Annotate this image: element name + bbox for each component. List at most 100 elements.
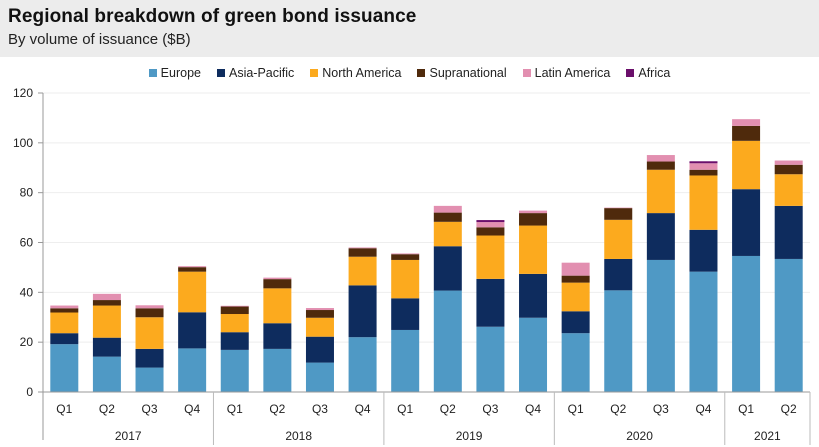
bar-segment-north-america <box>391 259 420 299</box>
x-tick-label: Q2 <box>610 402 626 416</box>
x-tick-label: Q4 <box>695 402 711 416</box>
bar-segment-supranational <box>604 208 633 220</box>
bar-segment-latin-america <box>263 277 292 280</box>
bar-segment-asia-pacific <box>433 246 462 291</box>
bar-segment-north-america <box>263 288 292 324</box>
bar-segment-asia-pacific <box>689 229 718 272</box>
bar-segment-latin-america <box>391 253 420 255</box>
bar-segment-supranational <box>50 308 79 313</box>
bar-segment-north-america <box>433 221 462 247</box>
bar-segment-europe <box>604 290 633 392</box>
bar-segment-supranational <box>561 275 590 283</box>
x-tick-label: Q1 <box>227 402 243 416</box>
y-tick-label: 60 <box>20 236 34 250</box>
x-group-label: 2018 <box>285 429 312 443</box>
bar-segment-supranational <box>135 308 164 318</box>
bar-segment-europe <box>305 362 334 392</box>
bar-segment-europe <box>646 259 675 392</box>
bar-segment-asia-pacific <box>561 311 590 334</box>
x-group-label: 2017 <box>115 429 142 443</box>
bar-segment-north-america <box>604 219 633 259</box>
x-tick-label: Q3 <box>142 402 158 416</box>
bar-segment-supranational <box>433 212 462 222</box>
bar-segment-latin-america <box>348 247 377 249</box>
bar-segment-north-america <box>476 235 505 279</box>
bar-segment-africa <box>476 220 505 223</box>
bar-segment-latin-america <box>178 266 207 268</box>
bar-segment-europe <box>476 326 505 392</box>
bar-segment-europe <box>220 349 249 392</box>
bar-segment-asia-pacific <box>604 258 633 291</box>
legend-swatch <box>216 69 225 77</box>
bar-segment-europe <box>50 344 79 392</box>
legend-swatch <box>148 69 157 77</box>
legend-label: North America <box>322 66 402 80</box>
bar-segment-north-america <box>561 282 590 312</box>
bar-segment-asia-pacific <box>519 273 548 318</box>
bar-segment-latin-america <box>220 305 249 307</box>
x-tick-label: Q2 <box>440 402 456 416</box>
bar-segment-asia-pacific <box>263 323 292 349</box>
legend-label: Asia-Pacific <box>228 66 295 80</box>
bar-segment-north-america <box>774 174 803 206</box>
y-tick-label: 20 <box>20 335 34 349</box>
bar-segment-latin-america <box>92 293 121 301</box>
bar-segment-europe <box>689 271 718 392</box>
bar-segment-north-america <box>220 314 249 333</box>
bar-segment-north-america <box>92 305 121 338</box>
bar-segment-asia-pacific <box>348 285 377 338</box>
x-tick-label: Q2 <box>99 402 115 416</box>
legend-swatch <box>310 69 319 77</box>
bar-segment-supranational <box>92 300 121 306</box>
legend-item-europe: Europe <box>148 64 201 82</box>
bar-segment-supranational <box>263 279 292 289</box>
chart-legend: Europe Asia-Pacific North America Supranati… <box>0 64 819 82</box>
bar-segment-asia-pacific <box>92 337 121 357</box>
y-tick-label: 80 <box>20 186 34 200</box>
bar-segment-asia-pacific <box>391 298 420 330</box>
x-tick-label: Q2 <box>781 402 797 416</box>
x-tick-label: Q4 <box>355 402 371 416</box>
bar-segment-asia-pacific <box>178 312 207 349</box>
bar-segment-latin-america <box>774 160 803 165</box>
legend-swatch <box>626 69 635 77</box>
chart-title: Regional breakdown of green bond issuanc… <box>8 6 417 27</box>
bar-segment-latin-america <box>305 308 334 311</box>
bar-segment-latin-america <box>519 210 548 214</box>
bar-segment-north-america <box>519 225 548 274</box>
legend-label: Europe <box>160 66 201 80</box>
bar-segment-supranational <box>305 310 334 318</box>
bar-segment-north-america <box>348 256 377 286</box>
bar-segment-latin-america <box>646 155 675 162</box>
chart-header: Regional breakdown of green bond issuanc… <box>0 0 819 57</box>
x-tick-label: Q3 <box>312 402 328 416</box>
bar-segment-latin-america <box>50 305 79 309</box>
bar-segment-europe <box>135 367 164 392</box>
legend-item-north-america: North America <box>310 64 401 82</box>
bar-segment-supranational <box>646 161 675 170</box>
bar-segment-supranational <box>391 254 420 260</box>
x-tick-label: Q1 <box>738 402 754 416</box>
legend-label: Africa <box>638 66 671 80</box>
bar-segment-north-america <box>135 317 164 349</box>
bar-segment-supranational <box>348 248 377 257</box>
x-group-label: 2021 <box>754 429 781 443</box>
bar-segment-europe <box>391 329 420 392</box>
y-tick-label: 40 <box>20 285 34 299</box>
y-tick-label: 100 <box>13 136 33 150</box>
x-tick-label: Q1 <box>56 402 72 416</box>
bar-segment-north-america <box>178 271 207 313</box>
bar-segment-latin-america <box>689 163 718 170</box>
legend-item-africa: Africa <box>626 64 670 82</box>
bar-segment-africa <box>689 161 718 164</box>
bar-segment-supranational <box>476 227 505 236</box>
bar-segment-supranational <box>220 306 249 315</box>
bar-segment-europe <box>92 356 121 392</box>
bar-segment-supranational <box>178 267 207 272</box>
bar-segment-asia-pacific <box>50 333 79 345</box>
x-group-label: 2019 <box>456 429 483 443</box>
bar-segment-north-america <box>689 175 718 230</box>
bar-segment-north-america <box>732 140 761 190</box>
chart-subtitle: By volume of issuance ($B) <box>8 31 191 48</box>
